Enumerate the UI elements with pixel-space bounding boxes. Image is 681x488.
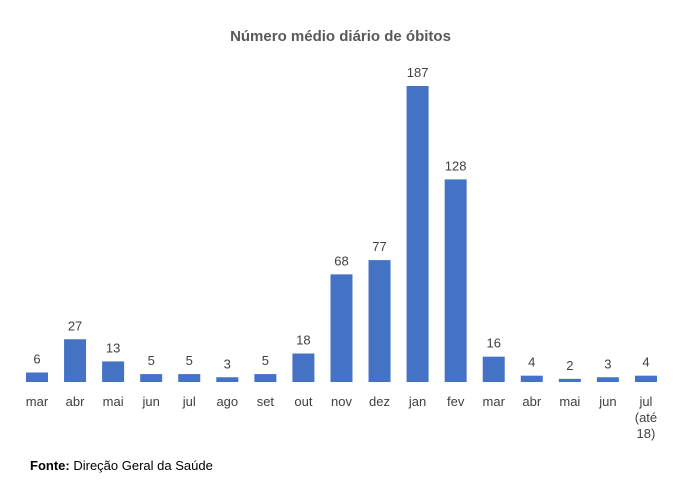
- x-tick-label-16: jun: [598, 394, 616, 409]
- data-label-15: 2: [566, 358, 573, 373]
- data-label-17: 4: [642, 355, 649, 370]
- data-label-14: 4: [528, 355, 535, 370]
- x-tick-label-11: jan: [408, 394, 426, 409]
- bar-10: [368, 260, 391, 382]
- data-label-3: 13: [106, 340, 120, 355]
- bar-7: [254, 374, 277, 382]
- chart-title: Número médio diário de óbitos: [230, 28, 451, 45]
- x-tick-label-6: ago: [216, 394, 238, 409]
- bar-6: [216, 377, 239, 382]
- data-label-5: 5: [186, 353, 193, 368]
- data-label-7: 5: [262, 353, 269, 368]
- x-tick-label-13: mar: [483, 394, 506, 409]
- x-tick-label-8: out: [294, 394, 312, 409]
- bar-3: [102, 361, 125, 382]
- x-tick-label-9: nov: [331, 394, 352, 409]
- bar-11: [406, 86, 429, 382]
- bar-12: [444, 179, 467, 382]
- x-tick-label-3: mai: [103, 394, 124, 409]
- bar-8: [292, 353, 315, 382]
- x-tick-label-10: dez: [369, 394, 390, 409]
- data-label-16: 3: [604, 356, 611, 371]
- x-tick-label-4: jun: [142, 394, 160, 409]
- data-label-2: 27: [68, 318, 82, 333]
- data-label-12: 128: [445, 158, 467, 173]
- data-label-13: 16: [486, 336, 500, 351]
- data-label-6: 3: [224, 356, 231, 371]
- bar-5: [178, 374, 201, 382]
- data-label-9: 68: [334, 253, 348, 268]
- x-tick-label-7: set: [257, 394, 275, 409]
- bar-14: [520, 375, 543, 382]
- data-label-4: 5: [148, 353, 155, 368]
- bar-2: [64, 339, 87, 382]
- source-note: Fonte: Direção Geral da Saúde: [30, 458, 213, 473]
- bar-9: [330, 274, 353, 382]
- bar-1: [26, 372, 48, 382]
- bar-4: [140, 374, 163, 382]
- bar-15: [558, 378, 581, 382]
- data-label-8: 18: [296, 333, 310, 348]
- source-label: Fonte:: [30, 458, 70, 473]
- x-tick-label-2: abr: [66, 394, 85, 409]
- data-label-11: 187: [407, 65, 429, 80]
- source-text: Direção Geral da Saúde: [73, 458, 213, 473]
- data-label-1: 6: [33, 352, 40, 367]
- bar-16: [596, 377, 619, 382]
- data-label-10: 77: [372, 239, 386, 254]
- bar-17: [634, 375, 657, 382]
- bar-13: [482, 356, 505, 382]
- x-tick-label-14: abr: [522, 394, 541, 409]
- x-tick-label-12: fev: [447, 394, 465, 409]
- x-tick-label-17: jul (até 18): [635, 394, 657, 441]
- x-tick-label-15: mai: [559, 394, 580, 409]
- x-tick-label-1: mar: [26, 394, 49, 409]
- x-tick-label-5: jul: [182, 394, 196, 409]
